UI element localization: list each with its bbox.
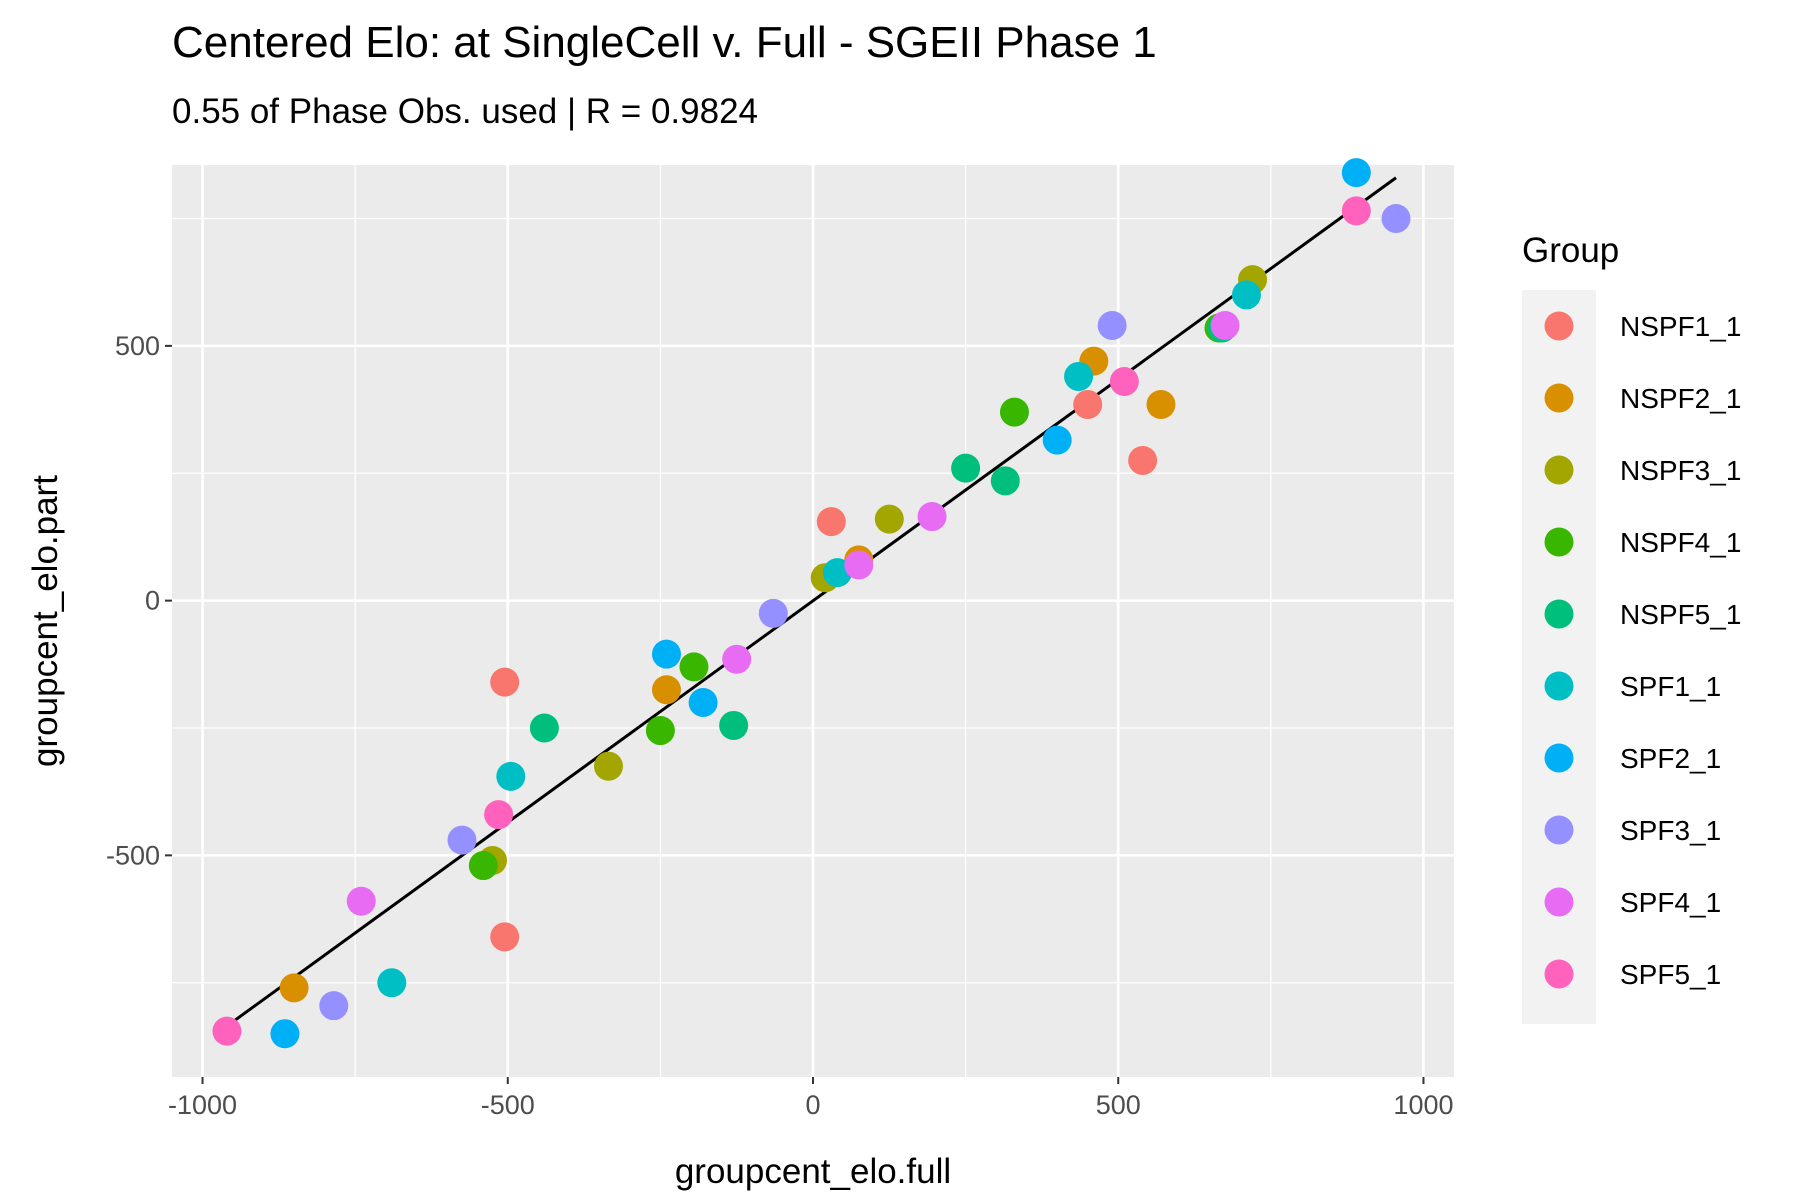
point-spf5-1 (1109, 367, 1139, 397)
point-nspf3-1 (874, 504, 904, 534)
point-spf2-1 (1042, 425, 1072, 455)
point-nspf4-1 (468, 851, 498, 881)
legend-label: SPF3_1 (1620, 815, 1721, 846)
point-spf1-1 (1064, 361, 1094, 391)
point-spf4-1 (346, 886, 376, 916)
legend-label: SPF4_1 (1620, 887, 1721, 918)
legend-key-nspf1-1 (1544, 311, 1574, 341)
point-nspf5-1 (951, 453, 981, 483)
point-nspf5-1 (990, 466, 1020, 496)
point-spf2-1 (1341, 158, 1371, 188)
point-nspf4-1 (679, 652, 709, 682)
axis-ticks: -1000 -500 0 500 1000 -500 0 500 (106, 331, 1454, 1120)
x-axis-title: groupcent_elo.full (675, 1152, 951, 1191)
legend-key-spf5-1 (1544, 959, 1574, 989)
legend-key-spf4-1 (1544, 887, 1574, 917)
point-nspf2-1 (279, 973, 309, 1003)
x-tick-label: 1000 (1393, 1090, 1453, 1120)
legend-label: NSPF1_1 (1620, 311, 1741, 342)
legend-key-nspf3-1 (1544, 455, 1574, 485)
point-spf4-1 (722, 644, 752, 674)
fit-line-group (226, 176, 1397, 1028)
point-nspf5-1 (529, 713, 559, 743)
point-nspf4-1 (999, 397, 1029, 427)
point-spf4-1 (844, 550, 874, 580)
legend-key-spf1-1 (1544, 671, 1574, 701)
y-tick-label: -500 (106, 840, 160, 870)
point-spf3-1 (447, 825, 477, 855)
x-tick-label: 500 (1096, 1090, 1141, 1120)
point-nspf1-1 (490, 922, 520, 952)
legend-label: NSPF4_1 (1620, 527, 1741, 558)
x-tick-label: -500 (481, 1090, 535, 1120)
legend-label: NSPF3_1 (1620, 455, 1741, 486)
point-spf3-1 (319, 991, 349, 1021)
chart-subtitle: 0.55 of Phase Obs. used | R = 0.9824 (172, 92, 759, 131)
point-nspf1-1 (490, 667, 520, 697)
chart-title: Centered Elo: at SingleCell v. Full - SG… (172, 18, 1157, 67)
legend: Group NSPF1_1 NSPF2_1 NSPF3_1 NSPF4_1 NSPF5_… (1522, 231, 1741, 1024)
point-spf2-1 (651, 639, 681, 669)
point-nspf1-1 (1073, 389, 1103, 419)
legend-key-spf3-1 (1544, 815, 1574, 845)
legend-key-nspf4-1 (1544, 527, 1574, 557)
y-axis-title: groupcent_elo.part (26, 475, 65, 767)
point-spf1-1 (1231, 280, 1261, 310)
point-nspf1-1 (1128, 446, 1158, 476)
point-nspf5-1 (719, 710, 749, 740)
legend-key-nspf5-1 (1544, 599, 1574, 629)
y-tick-label: 500 (115, 331, 160, 361)
y-tick-label: 0 (145, 586, 160, 616)
point-spf5-1 (484, 800, 514, 830)
x-tick-label: 0 (805, 1090, 820, 1120)
fit-line (226, 176, 1397, 1028)
point-spf5-1 (212, 1016, 242, 1046)
legend-label: SPF2_1 (1620, 743, 1721, 774)
x-tick-label: -1000 (168, 1090, 237, 1120)
point-spf2-1 (688, 688, 718, 718)
legend-key-spf2-1 (1544, 743, 1574, 773)
point-spf4-1 (917, 502, 947, 532)
point-nspf3-1 (593, 751, 623, 781)
point-nspf4-1 (645, 716, 675, 746)
legend-label: SPF5_1 (1620, 959, 1721, 990)
point-nspf1-1 (816, 507, 846, 537)
legend-label: NSPF5_1 (1620, 599, 1741, 630)
legend-label: SPF1_1 (1620, 671, 1721, 702)
point-spf3-1 (758, 598, 788, 628)
point-spf1-1 (377, 968, 407, 998)
legend-key-nspf2-1 (1544, 383, 1574, 413)
point-spf2-1 (270, 1019, 300, 1049)
data-points (212, 158, 1411, 1049)
point-spf5-1 (1341, 196, 1371, 226)
point-spf1-1 (496, 761, 526, 791)
legend-title: Group (1522, 231, 1619, 270)
point-nspf2-1 (1146, 389, 1176, 419)
point-spf3-1 (1097, 310, 1127, 340)
point-nspf2-1 (651, 675, 681, 705)
point-spf3-1 (1381, 203, 1411, 233)
legend-label: NSPF2_1 (1620, 383, 1741, 414)
point-spf4-1 (1210, 310, 1240, 340)
